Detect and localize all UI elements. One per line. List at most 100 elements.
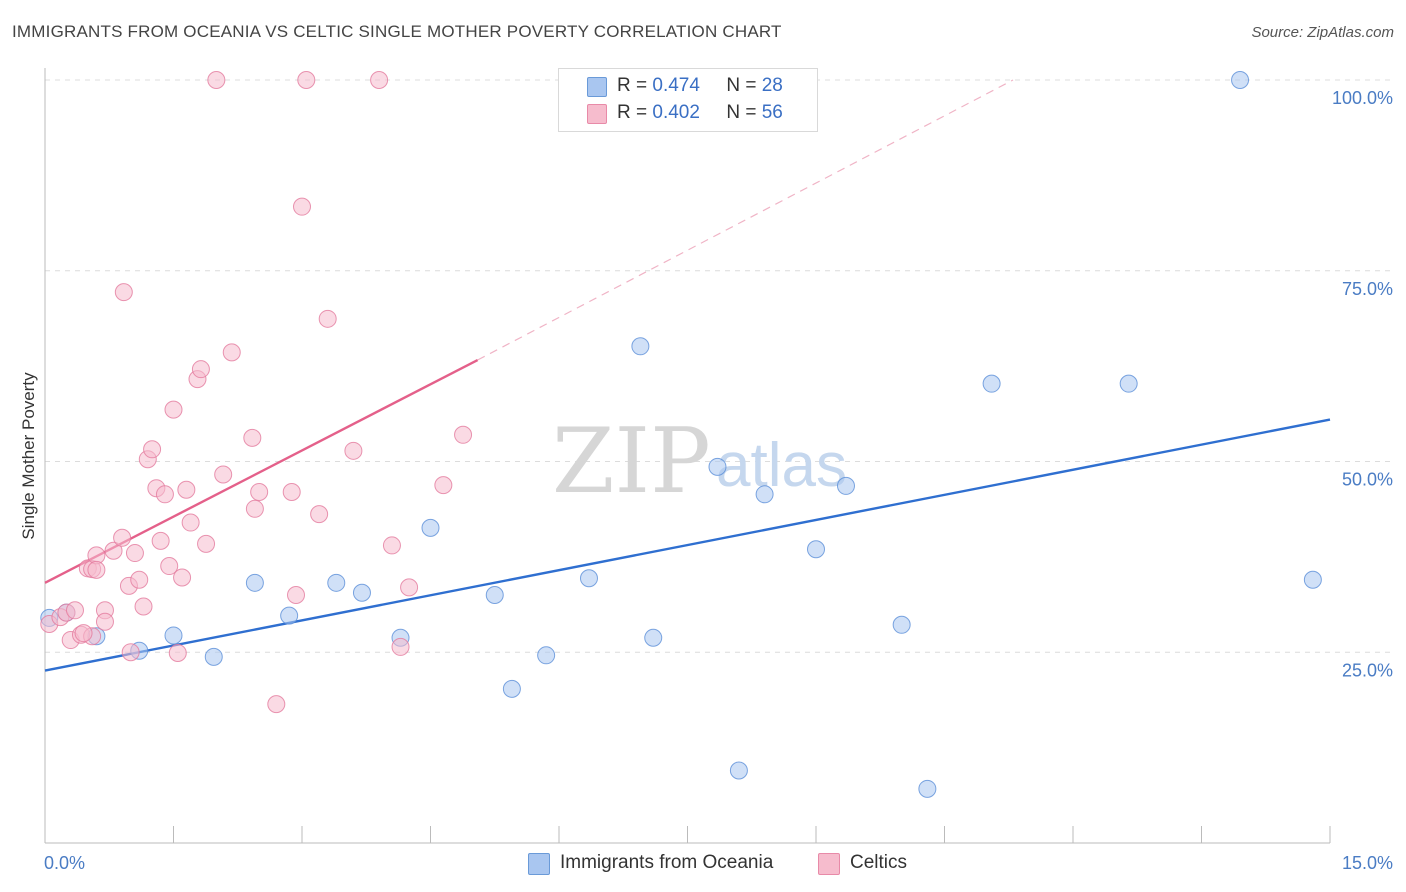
data-point-series-0 (918, 779, 937, 798)
data-point-series-0 (352, 583, 371, 602)
data-point-series-1 (134, 597, 153, 616)
data-point-series-1 (344, 441, 363, 460)
legend-r-label: R = (617, 75, 648, 96)
data-point-series-1 (181, 513, 200, 532)
data-point-series-1 (173, 568, 192, 587)
data-point-series-0 (1119, 374, 1138, 393)
data-point-series-1 (164, 400, 183, 419)
data-point-series-0 (631, 337, 650, 356)
y-tick-label: 75.0% (1342, 279, 1393, 299)
data-point-series-0 (204, 647, 223, 666)
data-point-series-1 (151, 531, 170, 550)
data-point-series-0 (421, 518, 440, 537)
trend-lines (44, 79, 1331, 672)
legend-r-value: 0.402 (652, 102, 700, 123)
data-point-series-1 (293, 197, 311, 216)
data-point-series-1 (87, 560, 106, 579)
data-point-series-0 (708, 457, 727, 476)
data-point-series-0 (755, 485, 774, 504)
y-tick-label: 25.0% (1342, 660, 1393, 680)
data-point-series-1 (130, 570, 149, 589)
data-point-series-1 (168, 644, 187, 663)
grid-lines (45, 79, 1393, 653)
legend-r-label: R = (617, 102, 648, 123)
data-point-series-1 (191, 360, 210, 379)
data-point-series-1 (143, 440, 162, 459)
bottom-legend-label-celtics: Celtics (850, 852, 908, 873)
x-tick-label: 0.0% (44, 853, 85, 873)
bottom-legend-swatch-oceania (528, 853, 550, 875)
data-point-series-1 (382, 536, 401, 555)
data-point-series-1 (155, 485, 174, 504)
data-point-series-0 (579, 569, 598, 588)
data-point-series-0 (644, 628, 663, 647)
data-point-series-1 (114, 283, 133, 302)
data-point-series-1 (250, 483, 269, 502)
data-point-series-1 (370, 71, 389, 89)
data-point-series-1 (222, 343, 241, 362)
data-point-series-1 (400, 578, 419, 597)
data-point-series-0 (1303, 570, 1322, 589)
data-point-series-1 (125, 544, 144, 563)
legend-n-label: N = (726, 75, 757, 96)
data-point-series-0 (280, 606, 299, 625)
data-point-series-1 (214, 465, 233, 484)
trend-extension-1 (477, 79, 1014, 361)
bottom-legend-label-oceania: Immigrants from Oceania (560, 852, 774, 873)
data-point-series-1 (454, 425, 473, 444)
data-point-series-1 (74, 624, 93, 643)
data-points (40, 71, 1322, 798)
data-point-series-1 (243, 428, 262, 447)
data-point-series-1 (207, 71, 226, 89)
x-tick-label: 15.0% (1342, 853, 1393, 873)
data-point-series-1 (282, 483, 301, 502)
data-point-series-1 (434, 476, 453, 495)
bottom-legend-swatch-celtics (818, 853, 840, 875)
data-point-series-1 (113, 528, 132, 547)
data-point-series-1 (177, 480, 196, 499)
watermark-zip: ZIP (552, 409, 711, 514)
data-point-series-0 (1231, 71, 1250, 89)
data-point-series-1 (104, 541, 123, 560)
data-point-series-1 (391, 637, 410, 656)
data-point-series-1 (197, 534, 216, 553)
data-point-series-1 (160, 557, 179, 576)
data-point-series-0 (502, 679, 521, 698)
data-point-series-1 (297, 71, 316, 89)
tick-labels: 25.0% 50.0% 75.0% 100.0% 0.0% 15.0% (44, 88, 1393, 873)
data-point-series-0 (836, 476, 855, 495)
data-point-series-0 (807, 540, 825, 559)
chart-title: IMMIGRANTS FROM OCEANIA VS CELTIC SINGLE… (12, 22, 782, 41)
trend-line-0 (44, 418, 1331, 672)
legend-n-label: N = (726, 102, 757, 123)
y-tick-label: 100.0% (1332, 88, 1393, 108)
legend-n-value: 56 (761, 102, 783, 123)
y-tick-label: 50.0% (1342, 470, 1393, 490)
data-point-series-0 (164, 626, 183, 645)
data-point-series-0 (485, 586, 504, 605)
data-point-series-0 (982, 374, 1001, 393)
legend-r-value: 0.474 (652, 75, 700, 96)
data-point-series-0 (245, 573, 264, 592)
data-point-series-1 (121, 643, 140, 662)
data-point-series-1 (310, 505, 329, 524)
data-point-series-1 (318, 309, 337, 328)
data-point-series-1 (267, 695, 286, 714)
data-point-series-1 (287, 586, 306, 605)
legend-box: R = 0.474 N = 28 R = 0.402 N = 56 (558, 68, 818, 132)
data-point-series-1 (95, 612, 114, 631)
axes (44, 68, 1331, 844)
legend-n-value: 28 (761, 75, 783, 96)
data-point-series-0 (892, 615, 911, 634)
watermark-atlas: atlas (716, 431, 847, 500)
data-point-series-0 (537, 646, 556, 665)
legend-swatch-celtics (587, 104, 607, 124)
data-point-series-1 (245, 499, 264, 518)
data-point-series-1 (65, 601, 84, 620)
legend-swatch-oceania (587, 77, 607, 97)
watermark: ZIP atlas (552, 409, 847, 514)
data-point-series-0 (729, 761, 748, 780)
data-point-series-0 (327, 573, 346, 592)
source-label: Source: ZipAtlas.com (1251, 24, 1394, 41)
